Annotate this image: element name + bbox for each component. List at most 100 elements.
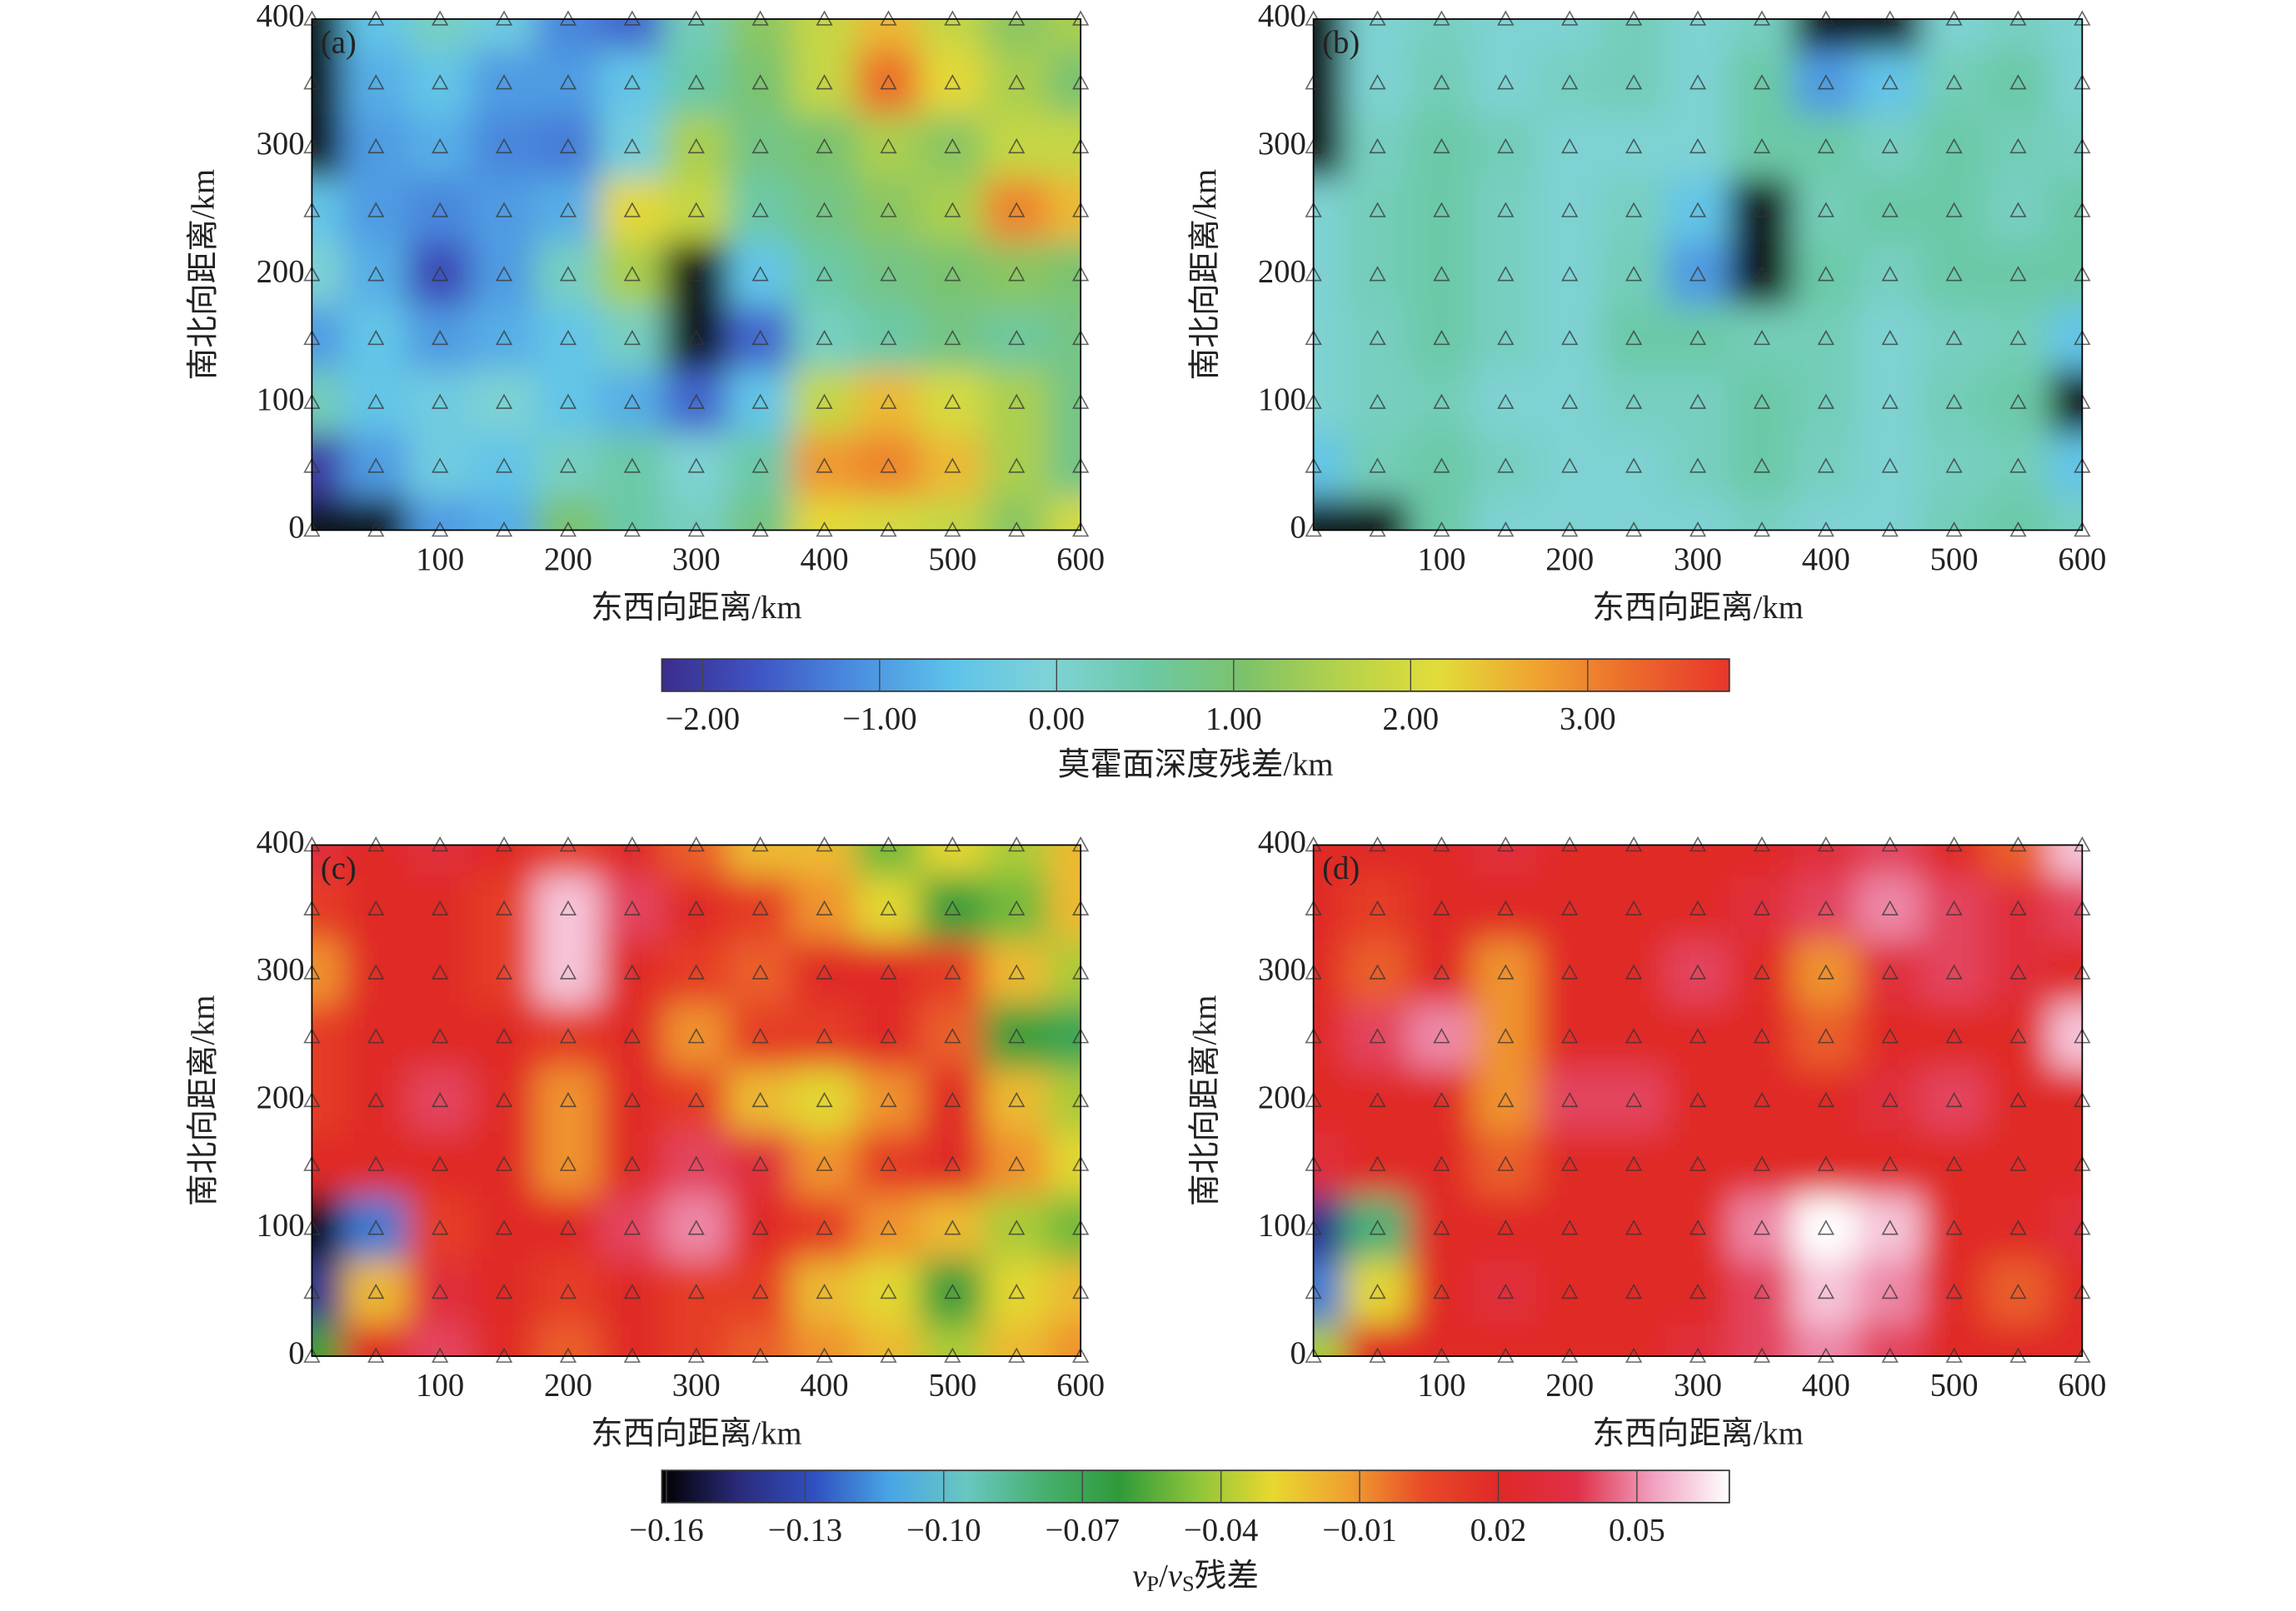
station-marker: [751, 137, 769, 154]
cell: [983, 1068, 1050, 1134]
cell: [983, 50, 1050, 116]
cell: [663, 177, 730, 244]
cell: [407, 940, 473, 1006]
cell: [535, 1323, 601, 1357]
x-axis-label: 东西向距离/km: [591, 1416, 801, 1452]
cell: [1313, 1131, 1346, 1198]
cell: [663, 114, 730, 180]
x-tick-label: 300: [672, 542, 721, 577]
cell: [342, 497, 409, 531]
plot-frame: [1312, 844, 2084, 1357]
station-marker: [559, 1283, 577, 1299]
heatmap: [312, 18, 1081, 531]
cell: [535, 306, 601, 372]
x-tick-label: 200: [544, 542, 592, 577]
cell: [920, 1004, 986, 1070]
cell: [1793, 242, 1859, 307]
cell: [312, 306, 345, 372]
cell: [1536, 18, 1603, 52]
cell: [471, 940, 537, 1006]
cell: [1345, 1259, 1410, 1325]
cell: [727, 1068, 793, 1134]
cell: [342, 242, 409, 307]
station-marker: [623, 74, 641, 90]
cell: [791, 1004, 857, 1070]
cell: [471, 1259, 537, 1325]
y-tick-label: 400: [1258, 825, 1306, 860]
x-tick-label: 400: [801, 1369, 849, 1404]
cell: [1665, 369, 1731, 436]
station-marker: [367, 900, 385, 915]
station-marker: [1689, 1219, 1707, 1235]
cell: [1047, 1131, 1081, 1198]
cell: [1600, 1131, 1667, 1198]
cell: [471, 1068, 537, 1134]
station-marker: [687, 1091, 705, 1108]
station-marker: [816, 1155, 833, 1171]
cell: [1047, 1004, 1081, 1070]
x-tick-label: 500: [928, 1369, 976, 1404]
station-marker: [432, 329, 449, 346]
cell: [1665, 114, 1731, 180]
station-marker: [1561, 74, 1579, 90]
cell: [2049, 1195, 2083, 1261]
cell: [791, 50, 857, 116]
station-marker: [623, 393, 641, 409]
cell: [407, 50, 473, 116]
station-marker: [1945, 137, 1963, 154]
station-marker: [687, 393, 705, 409]
station-marker: [1008, 1219, 1026, 1235]
station-marker: [1817, 1155, 1834, 1171]
cell: [1665, 1004, 1731, 1070]
cell: [1985, 1004, 2051, 1070]
cell: [1921, 306, 1987, 372]
cell: [1345, 497, 1410, 531]
colorbar: [661, 658, 1730, 692]
cell: [1857, 177, 1924, 244]
station-marker: [880, 900, 897, 915]
station-marker: [1561, 329, 1579, 346]
cell: [856, 1004, 921, 1070]
station-marker: [687, 964, 705, 980]
x-tick-label: 100: [416, 1369, 464, 1404]
cell: [1472, 369, 1539, 436]
cell: [1793, 369, 1859, 436]
cell: [1313, 1004, 1346, 1070]
station-marker: [367, 393, 385, 409]
colorbar-tick-label: −0.16: [629, 1514, 703, 1549]
cell: [1985, 1068, 2051, 1134]
cell: [727, 875, 793, 942]
cell: [1047, 306, 1081, 372]
cell: [312, 242, 345, 307]
y-tick-label: 200: [1258, 1080, 1306, 1115]
cell: [1047, 50, 1081, 116]
station-marker: [1881, 900, 1899, 915]
station-marker: [1369, 329, 1386, 346]
cell: [1985, 242, 2051, 307]
cell: [535, 242, 601, 307]
station-marker: [687, 329, 705, 346]
station-marker: [816, 137, 833, 154]
cell: [2049, 1323, 2083, 1357]
cell: [1472, 940, 1539, 1006]
cell: [1313, 306, 1346, 372]
station-marker: [1008, 202, 1026, 217]
label-part: v: [1132, 1559, 1147, 1594]
cell: [312, 1323, 345, 1357]
cell: [1857, 306, 1924, 372]
cell: [663, 1004, 730, 1070]
station-marker: [623, 137, 641, 154]
x-tick-label: 400: [1802, 1369, 1850, 1404]
station-marker: [1753, 74, 1771, 90]
station-marker: [1561, 266, 1579, 282]
station-marker: [1945, 1283, 1963, 1299]
cell: [1985, 875, 2051, 942]
label-part: 残差: [1195, 1559, 1259, 1594]
station-marker: [1817, 329, 1834, 346]
station-marker: [1497, 74, 1515, 90]
cell: [920, 1259, 986, 1325]
cell: [599, 497, 666, 531]
cell: [920, 18, 986, 52]
cell: [1600, 433, 1667, 499]
station-marker: [1433, 1155, 1450, 1171]
